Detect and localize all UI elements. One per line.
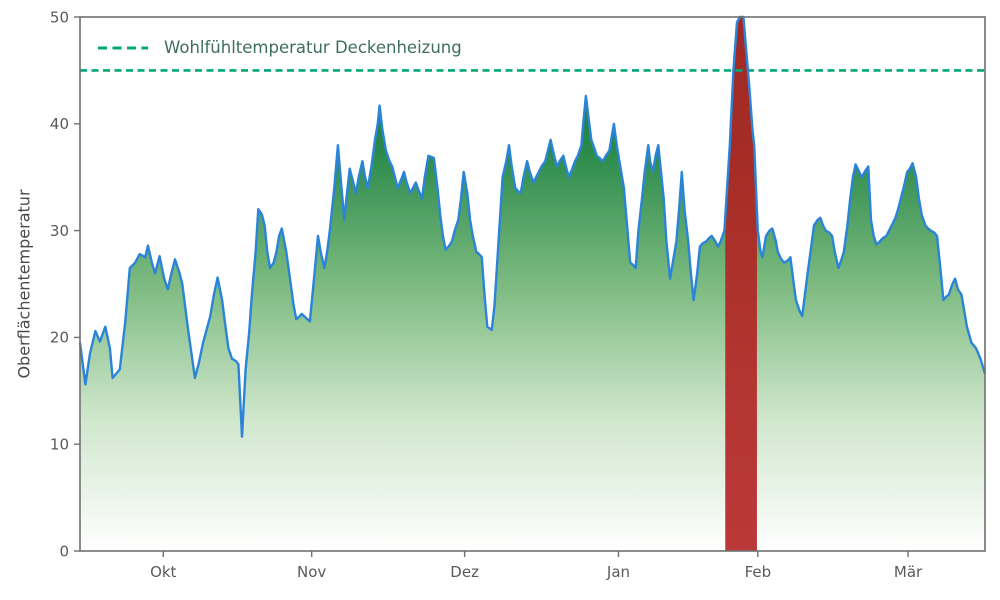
chart-legend: Wohlfühltemperatur Deckenheizung	[96, 38, 462, 57]
x-tick-label: Mär	[894, 563, 923, 581]
y-tick-label: 10	[50, 435, 69, 453]
y-tick-label: 50	[50, 8, 69, 26]
highlight-band	[725, 17, 757, 551]
x-tick-label: Jan	[606, 563, 630, 581]
x-tick-label: Feb	[745, 563, 772, 581]
x-tick-label: Okt	[150, 563, 176, 581]
legend-dash-icon	[98, 46, 148, 49]
y-tick-label: 20	[50, 329, 69, 347]
y-axis-label: Oberflächentemperatur	[14, 189, 34, 379]
x-tick-label: Dez	[450, 563, 479, 581]
x-tick-label: Nov	[297, 563, 326, 581]
y-tick-label: 0	[59, 542, 69, 560]
y-tick-label: 30	[50, 222, 69, 240]
plot-frame	[79, 16, 986, 552]
series-line	[78, 15, 987, 438]
legend-label: Wohlfühltemperatur Deckenheizung	[164, 38, 462, 57]
y-tick-label: 40	[50, 115, 69, 133]
area-fill	[80, 17, 985, 551]
